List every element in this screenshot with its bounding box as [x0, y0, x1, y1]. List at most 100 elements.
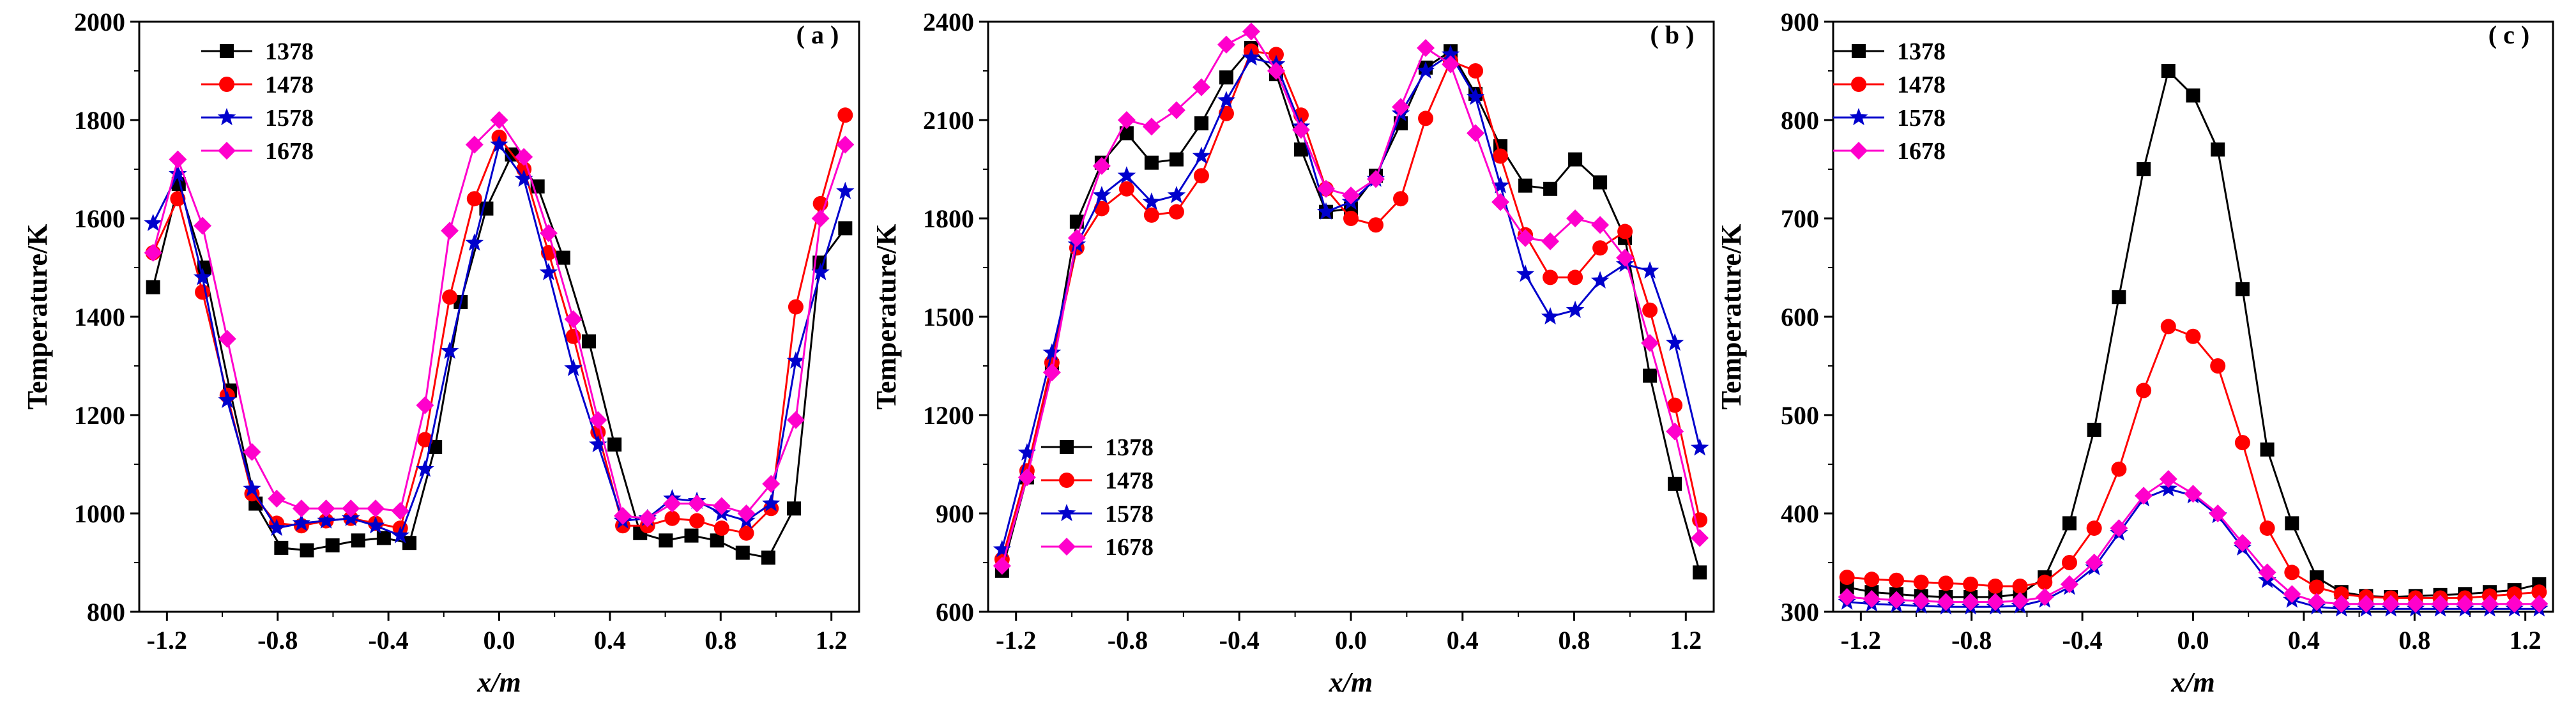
- data-point-1678: [2258, 563, 2276, 582]
- legend-marker-1378: [1060, 440, 1074, 454]
- data-point-1378: [581, 334, 596, 349]
- y-tick-label: 600: [936, 598, 974, 626]
- data-point-1378: [838, 221, 853, 236]
- data-point-1678: [1491, 193, 1510, 211]
- data-point-1678: [2184, 485, 2202, 503]
- data-point-1478: [2111, 461, 2127, 477]
- data-point-1678: [1316, 179, 1335, 198]
- data-point-1378: [2137, 162, 2151, 176]
- legend-label-1678: 1678: [1897, 138, 1946, 165]
- data-point-1578: [564, 358, 583, 376]
- data-point-1678: [490, 111, 508, 129]
- data-point-1478: [689, 513, 705, 529]
- data-point-1678: [1467, 124, 1485, 142]
- legend-marker-1478: [219, 77, 234, 92]
- data-point-1678: [1042, 363, 1061, 382]
- legend-label-1378: 1378: [265, 38, 314, 65]
- plot-frame: [138, 20, 860, 613]
- series-line-1478: [152, 114, 846, 534]
- data-point-1678: [1541, 232, 1560, 250]
- x-tick-label: -0.8: [1951, 626, 1992, 655]
- data-point-1678: [2060, 575, 2078, 593]
- data-point-1578: [490, 135, 508, 153]
- data-point-1478: [837, 107, 853, 123]
- legend: 1378 1478 1578 1678: [1833, 38, 1946, 165]
- x-tick-label: -1.2: [1841, 626, 1881, 655]
- data-point-1378: [2087, 423, 2101, 437]
- y-tick-label: 900: [936, 499, 974, 528]
- data-point-1678: [2406, 595, 2425, 613]
- data-point-1478: [1368, 217, 1384, 233]
- y-axis-title: Temperature/K: [22, 224, 53, 410]
- y-tick-label: 300: [1781, 598, 1819, 626]
- data-point-1678: [1666, 422, 1684, 441]
- data-point-1678: [144, 243, 162, 262]
- data-point-1678: [2159, 470, 2177, 489]
- data-point-1578: [836, 181, 855, 199]
- data-point-1578: [811, 262, 830, 280]
- data-point-1478: [195, 284, 211, 300]
- data-point-1378: [1194, 116, 1208, 131]
- data-point-1578: [1566, 300, 1585, 318]
- data-point-1578: [1665, 333, 1684, 351]
- data-point-1678: [1267, 62, 1285, 80]
- data-point-1678: [1838, 588, 1856, 606]
- data-point-1678: [169, 150, 187, 169]
- data-point-1378: [1693, 565, 1707, 580]
- x-tick-label: 0.4: [594, 626, 626, 655]
- data-point-1578: [993, 540, 1012, 557]
- series-1678: [1838, 470, 2549, 613]
- data-point-1678: [1142, 118, 1161, 136]
- data-point-1478: [2086, 520, 2102, 536]
- data-point-1578: [1217, 91, 1236, 109]
- data-point-1378: [2260, 442, 2275, 457]
- data-point-1478: [1543, 269, 1559, 285]
- legend: 1378 1478 1578 1678: [201, 38, 314, 165]
- legend-marker-1678: [1058, 538, 1076, 556]
- legend-marker-1378: [220, 44, 234, 58]
- legend-label-1678: 1678: [265, 138, 314, 165]
- x-tick-label: -1.2: [147, 626, 187, 655]
- data-point-1678: [2357, 595, 2375, 613]
- data-point-1478: [1592, 240, 1608, 256]
- data-point-1678: [1863, 589, 1881, 608]
- data-point-1678: [688, 494, 706, 513]
- y-axis-title: Temperature/K: [1716, 224, 1747, 410]
- data-point-1578: [169, 164, 187, 182]
- data-point-1578: [144, 213, 162, 231]
- x-tick-label: -1.2: [996, 626, 1036, 655]
- data-point-1478: [1418, 110, 1434, 126]
- data-point-1678: [2332, 595, 2351, 613]
- data-point-1578: [1541, 307, 1560, 325]
- y-tick-label: 400: [1781, 499, 1819, 528]
- data-point-1678: [1067, 229, 1086, 247]
- y-tick-label: 1800: [74, 106, 125, 135]
- data-point-1378: [376, 531, 391, 545]
- data-point-1578: [1167, 186, 1186, 204]
- data-point-1478: [2037, 574, 2053, 590]
- data-point-1678: [366, 499, 385, 518]
- data-point-1378: [1668, 476, 1682, 491]
- data-point-1378: [710, 533, 724, 548]
- data-point-1578: [1441, 45, 1460, 63]
- data-point-1478: [713, 520, 729, 536]
- data-point-1478: [2531, 584, 2547, 600]
- data-point-1678: [1616, 248, 1635, 267]
- data-point-1578: [1192, 146, 1211, 164]
- series-line-1578: [152, 142, 846, 537]
- chart-panel-c: -1.2 -0.8 -0.4 0.0 0.4 0.8 1.2 300 400 500 600 700 8…: [1716, 8, 2554, 698]
- data-point-1678: [2110, 519, 2128, 538]
- data-point-1578: [514, 169, 533, 187]
- data-point-1378: [1119, 126, 1134, 140]
- legend-marker-1478: [1059, 473, 1074, 488]
- data-point-1678: [1017, 468, 1036, 487]
- data-point-1478: [1268, 47, 1284, 63]
- data-point-1578: [292, 513, 311, 531]
- y-tick-label: 2100: [923, 106, 974, 135]
- legend-label-1578: 1578: [1105, 501, 1154, 527]
- legend-label-1478: 1478: [1897, 72, 1946, 98]
- data-point-1678: [1292, 121, 1310, 139]
- data-point-1578: [1092, 186, 1111, 204]
- data-point-1378: [787, 501, 802, 516]
- data-point-1678: [342, 499, 360, 518]
